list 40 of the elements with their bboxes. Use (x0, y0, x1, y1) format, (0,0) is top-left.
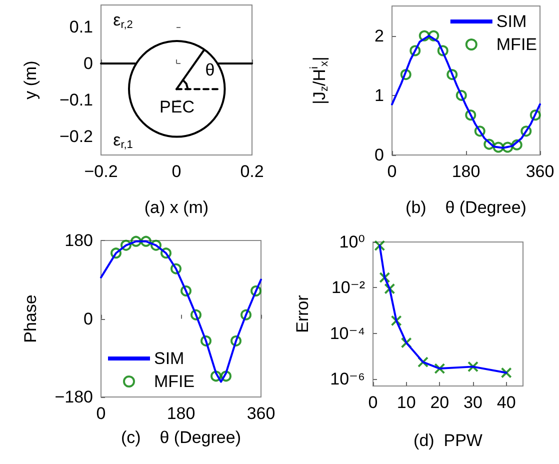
x-tick-label: 0 (96, 404, 106, 423)
y-axis-title: |Jz/Hix| (308, 56, 330, 104)
y-tick-label: 1 (374, 86, 384, 105)
y-tick-label: 10⁰ (339, 232, 366, 252)
x-tick-label: 180 (452, 162, 480, 181)
annotation: PEC (160, 98, 194, 116)
y-tick-label: 10⁻⁴ (330, 324, 365, 343)
y-axis-title: Error (293, 294, 312, 333)
y-tick-label: 10⁻² (331, 278, 366, 298)
x-tick-label: 30 (464, 393, 482, 412)
legend-label: SIM (154, 349, 184, 368)
x-axis-title: (d) PPW (414, 431, 482, 450)
x-tick-label: 40 (496, 393, 516, 412)
y-tick-label: −180 (54, 388, 93, 406)
y-tick-label: 10⁻⁶ (330, 370, 365, 389)
x-tick-label: 0.2 (240, 162, 264, 181)
x-tick-label: 20 (430, 393, 450, 412)
y-tick-label: 180 (64, 231, 93, 250)
annotation: θ (205, 60, 215, 80)
x-tick-label: 360 (526, 162, 554, 181)
y-tick-label: −0.2 (59, 127, 93, 146)
legend-label: MFIE (496, 35, 537, 54)
x-axis-title: (c) θ (Degree) (121, 428, 241, 447)
y-tick-label: −0.1 (59, 90, 93, 110)
legend-label: SIM (496, 12, 527, 31)
y-tick-label: 0 (84, 309, 93, 328)
y-tick-label: 2 (374, 26, 384, 46)
y-tick-label: 0 (84, 54, 93, 74)
x-tick-label: 180 (166, 404, 196, 423)
x-axis-title: (a) x (m) (144, 198, 209, 217)
y-axis-title: Phase (21, 294, 40, 343)
x-tick-label: 0 (387, 162, 397, 181)
x-tick-label: 10 (396, 393, 416, 412)
x-tick-label: 360 (246, 404, 276, 423)
y-tick-label: 0 (374, 146, 384, 164)
legend-label: MFIE (154, 372, 195, 391)
y-tick-label: 0.1 (69, 17, 93, 36)
y-axis-title: y (m) (21, 60, 40, 100)
x-tick-label: 0 (172, 162, 182, 181)
x-axis-title: (b) θ (Degree) (406, 198, 526, 217)
